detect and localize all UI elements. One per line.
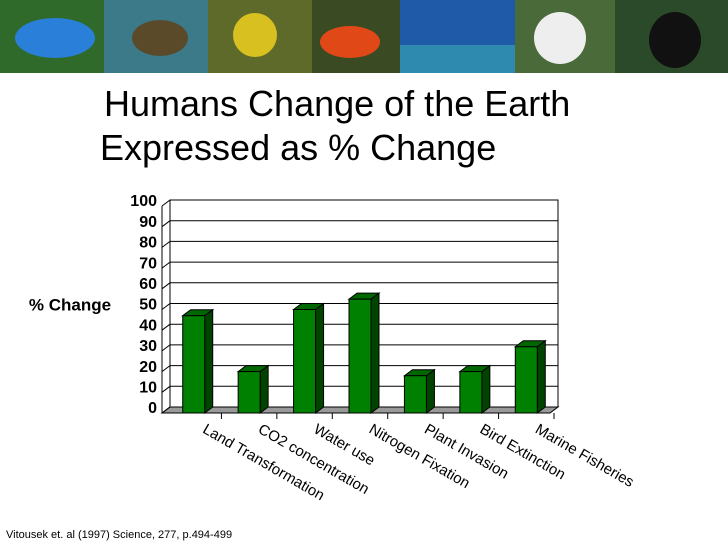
bar-side (259, 364, 269, 414)
x-tick-label: Nitrogen Fixation (366, 421, 473, 492)
bar (459, 371, 483, 414)
bar (237, 371, 261, 414)
y-tick-label: 70 (139, 255, 157, 272)
y-tick-label: 90 (139, 214, 157, 231)
y-tick-label: 0 (148, 400, 157, 417)
bar (403, 375, 427, 414)
tick-mark (161, 344, 171, 352)
y-tick-label: 10 (139, 380, 157, 397)
y-tick-label: 60 (139, 276, 157, 293)
y-tick-label: 50 (139, 297, 157, 314)
tick-mark (161, 282, 171, 290)
y-tick-label: 20 (139, 359, 157, 376)
bar-side (425, 368, 435, 414)
tick-mark (161, 323, 171, 331)
tick-mark (161, 220, 171, 228)
tick-mark (161, 365, 171, 373)
bar-side (481, 364, 491, 414)
y-tick-label: 100 (130, 193, 157, 210)
bar-side (370, 292, 380, 414)
tick-mark (161, 385, 171, 393)
photo-strip (0, 0, 728, 73)
tick-mark (161, 199, 171, 207)
tick-mark (161, 240, 171, 248)
bar (348, 298, 372, 414)
bar (293, 309, 317, 414)
y-axis-label: % Change (29, 295, 111, 314)
tick-mark (161, 406, 171, 414)
tick-mark (161, 261, 171, 269)
source: Vitousek et. al (1997) Science, 277, p.4… (6, 529, 232, 541)
bar (182, 315, 206, 414)
y-tick-label: 30 (139, 338, 157, 355)
bar-side (315, 302, 325, 414)
y-tick-label: 80 (139, 235, 157, 252)
y-tick-label: 40 (139, 317, 157, 334)
tick-mark (161, 303, 171, 310)
bar-side (536, 339, 546, 414)
bar-side (204, 308, 214, 414)
title: Humans Change of the Earth Expressed as … (100, 83, 571, 168)
bar (514, 346, 538, 414)
